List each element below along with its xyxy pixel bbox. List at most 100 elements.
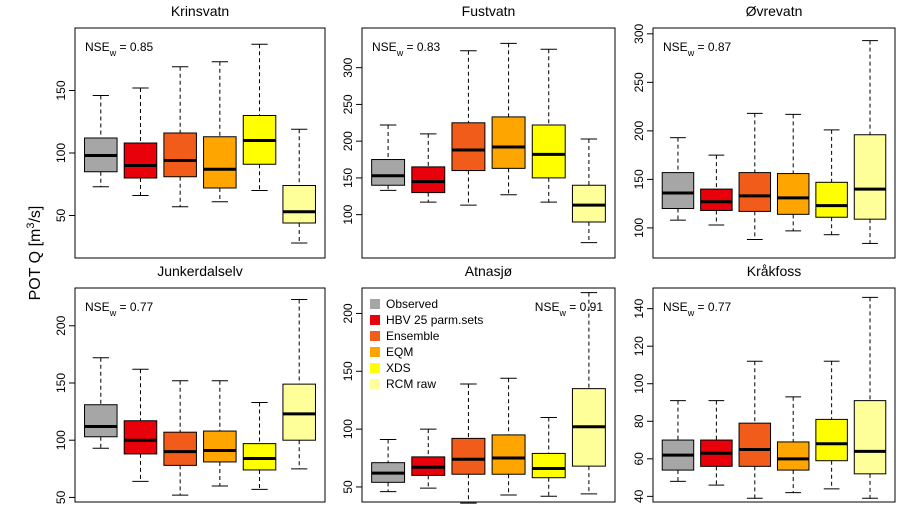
annotation-rest: = 0.83 — [403, 40, 440, 54]
annotation: NSEw = 0.83 — [372, 40, 441, 58]
annotation-main: NSE — [372, 40, 397, 54]
legend-swatch — [370, 363, 380, 373]
box — [282, 383, 316, 441]
box — [491, 434, 526, 475]
legend-label: XDS — [386, 361, 411, 375]
y-axis-label-main: POT Q [m — [27, 229, 44, 301]
legend-label: EQM — [386, 345, 413, 359]
y-tick-label: 200 — [54, 315, 68, 335]
annotation-sub: w — [109, 308, 117, 318]
y-tick-label: 150 — [54, 373, 68, 393]
annotation-rest: = 0.77 — [694, 300, 731, 314]
annotation: NSEw = 0.91 — [535, 300, 604, 318]
plot-frame — [652, 287, 896, 503]
legend-swatch — [370, 299, 380, 309]
y-axis-label: POT Q [m3/s] — [25, 206, 44, 301]
box — [738, 172, 772, 212]
box — [853, 134, 887, 220]
y-tick-label: 300 — [632, 23, 646, 43]
legend-swatch — [370, 331, 380, 341]
box — [282, 185, 316, 224]
plot-frame — [74, 27, 326, 259]
y-tick-label: 150 — [341, 361, 355, 381]
box — [451, 437, 486, 475]
annotation-sub: w — [687, 308, 695, 318]
y-tick-label: 80 — [632, 414, 646, 428]
y-tick-label: 40 — [632, 489, 646, 503]
chart-title: Kråkfoss — [747, 263, 801, 279]
y-tick-label: 100 — [632, 373, 646, 393]
box — [242, 443, 277, 471]
plot-frame — [74, 287, 326, 503]
legend-label: Ensemble — [386, 329, 440, 343]
annotation-sub: w — [687, 48, 695, 58]
legend-swatch — [370, 347, 380, 357]
annotation-main: NSE — [85, 40, 110, 54]
box — [661, 172, 695, 210]
annotation-rest: = 0.77 — [116, 300, 153, 314]
box — [163, 431, 197, 466]
y-tick-label: 100 — [341, 204, 355, 224]
annotation-rest: = 0.87 — [694, 40, 731, 54]
y-axis-label-sup: 3 — [25, 223, 37, 229]
annotation-sub: w — [396, 48, 404, 58]
y-tick-label: 200 — [341, 131, 355, 151]
annotation-main: NSE — [535, 300, 560, 314]
legend-label: HBV 25 parm.sets — [386, 313, 483, 327]
chart-title: Øvrevatn — [746, 3, 803, 19]
box — [815, 181, 848, 218]
annotation-sub: w — [558, 308, 566, 318]
box — [776, 441, 810, 471]
chart-title: Fustvatn — [462, 3, 516, 19]
y-tick-label: 100 — [54, 143, 68, 163]
y-tick-label: 150 — [54, 80, 68, 100]
plot-frame — [361, 287, 616, 503]
y-tick-label: 60 — [632, 452, 646, 466]
chart-title: Krinsvatn — [171, 3, 229, 19]
box — [451, 122, 486, 172]
y-tick-label: 200 — [341, 303, 355, 323]
box — [853, 400, 887, 475]
box — [738, 422, 772, 467]
annotation-main: NSE — [663, 300, 688, 314]
chart-title: Atnasjø — [465, 263, 513, 279]
legend-swatch — [370, 315, 380, 325]
box — [203, 430, 237, 463]
box — [491, 116, 526, 169]
y-axis-label-rest: /s] — [27, 206, 44, 223]
y-tick-label: 50 — [341, 480, 355, 494]
plot-frame — [361, 27, 616, 259]
legend-label: Observed — [386, 297, 438, 311]
y-tick-label: 250 — [341, 94, 355, 114]
plot-frame — [652, 27, 896, 259]
box — [815, 418, 848, 462]
annotation-main: NSE — [85, 300, 110, 314]
annotation-main: NSE — [663, 40, 688, 54]
box — [700, 188, 733, 211]
y-tick-label: 200 — [632, 121, 646, 141]
box — [411, 166, 446, 194]
y-tick-label: 50 — [54, 490, 68, 504]
annotation: NSEw = 0.77 — [663, 300, 732, 318]
annotation: NSEw = 0.85 — [85, 40, 154, 58]
box — [371, 159, 406, 186]
annotation-sub: w — [109, 48, 117, 58]
annotation-rest: = 0.91 — [566, 300, 603, 314]
y-tick-label: 250 — [632, 72, 646, 92]
box — [776, 173, 810, 215]
legend-label: RCM raw — [386, 377, 436, 391]
box — [163, 132, 197, 178]
y-tick-label: 140 — [632, 298, 646, 318]
box — [531, 452, 566, 479]
annotation-rest: = 0.85 — [116, 40, 153, 54]
y-tick-label: 100 — [54, 430, 68, 450]
y-tick-label: 50 — [54, 209, 68, 223]
y-tick-label: 100 — [341, 419, 355, 439]
box — [531, 124, 566, 179]
box — [84, 404, 118, 438]
box — [123, 420, 158, 455]
legend-swatch — [370, 379, 380, 389]
y-tick-label: 150 — [632, 169, 646, 189]
y-tick-label: 120 — [632, 336, 646, 356]
